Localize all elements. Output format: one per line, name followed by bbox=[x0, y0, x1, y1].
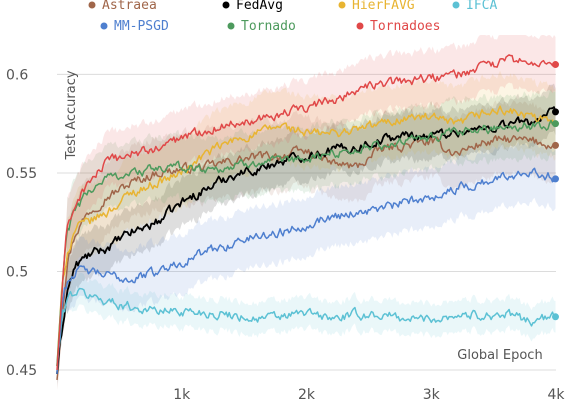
legend-label: MM-PSGD bbox=[114, 19, 169, 34]
legend-marker bbox=[88, 1, 96, 9]
legend-marker bbox=[222, 1, 230, 9]
series-lines bbox=[56, 54, 557, 380]
legend-label: IFCA bbox=[466, 0, 497, 13]
y-axis-label: Test Accuracy bbox=[64, 70, 79, 160]
series-line-astraea bbox=[56, 135, 556, 380]
final-point-tornadoes bbox=[552, 61, 560, 69]
legend-label: Tornadoes bbox=[370, 19, 440, 34]
x-tick-label: 2k bbox=[298, 387, 316, 402]
series-band-tornado bbox=[57, 88, 556, 379]
legend-marker bbox=[452, 1, 460, 9]
x-tick-label: 3k bbox=[423, 387, 441, 402]
series-line-hierfavg bbox=[56, 105, 557, 367]
series-line-ifca bbox=[56, 287, 556, 367]
final-point-mm-psgd bbox=[552, 175, 560, 183]
tick-labels: 0.45 0.5 0.55 0.6 1k 2k 3k 4k bbox=[6, 67, 565, 403]
final-point-ifca bbox=[552, 313, 560, 321]
final-point-fedavg bbox=[552, 108, 560, 116]
legend-marker bbox=[227, 22, 235, 30]
x-axis-label: Global Epoch bbox=[457, 348, 542, 363]
y-tick-label: 0.55 bbox=[6, 166, 37, 182]
legend-label: FedAvg bbox=[236, 0, 283, 13]
series-line-tornado bbox=[56, 119, 556, 367]
series-band-hierfavg bbox=[57, 70, 556, 381]
y-tick-label: 0.5 bbox=[6, 264, 28, 280]
x-tick-label: 1k bbox=[173, 387, 191, 402]
legend-marker bbox=[356, 22, 364, 30]
series-band-fedavg bbox=[57, 83, 556, 384]
legend-marker bbox=[100, 22, 108, 30]
series-line-tornadoes bbox=[56, 54, 557, 371]
legend-label: Astraea bbox=[102, 0, 157, 13]
confidence-bands bbox=[57, 35, 556, 390]
series-band-ifca bbox=[57, 272, 556, 373]
series-band-mm-psgd bbox=[57, 138, 556, 386]
final-point-astraea bbox=[552, 141, 560, 149]
y-tick-label: 0.45 bbox=[6, 363, 37, 379]
x-tick-label: 4k bbox=[547, 387, 565, 402]
legend-marker bbox=[338, 1, 346, 9]
legend-label: HierFAVG bbox=[352, 0, 415, 13]
series-line-mm-psgd bbox=[56, 167, 557, 374]
legend-label: Tornado bbox=[241, 19, 296, 34]
series-band-tornadoes bbox=[57, 35, 556, 381]
final-markers bbox=[552, 61, 560, 321]
final-point-tornado bbox=[552, 120, 560, 128]
y-tick-label: 0.6 bbox=[6, 67, 28, 83]
legend: Astraea FedAvg HierFAVG IFCA MM-PSGD Tornado T… bbox=[88, 0, 497, 34]
